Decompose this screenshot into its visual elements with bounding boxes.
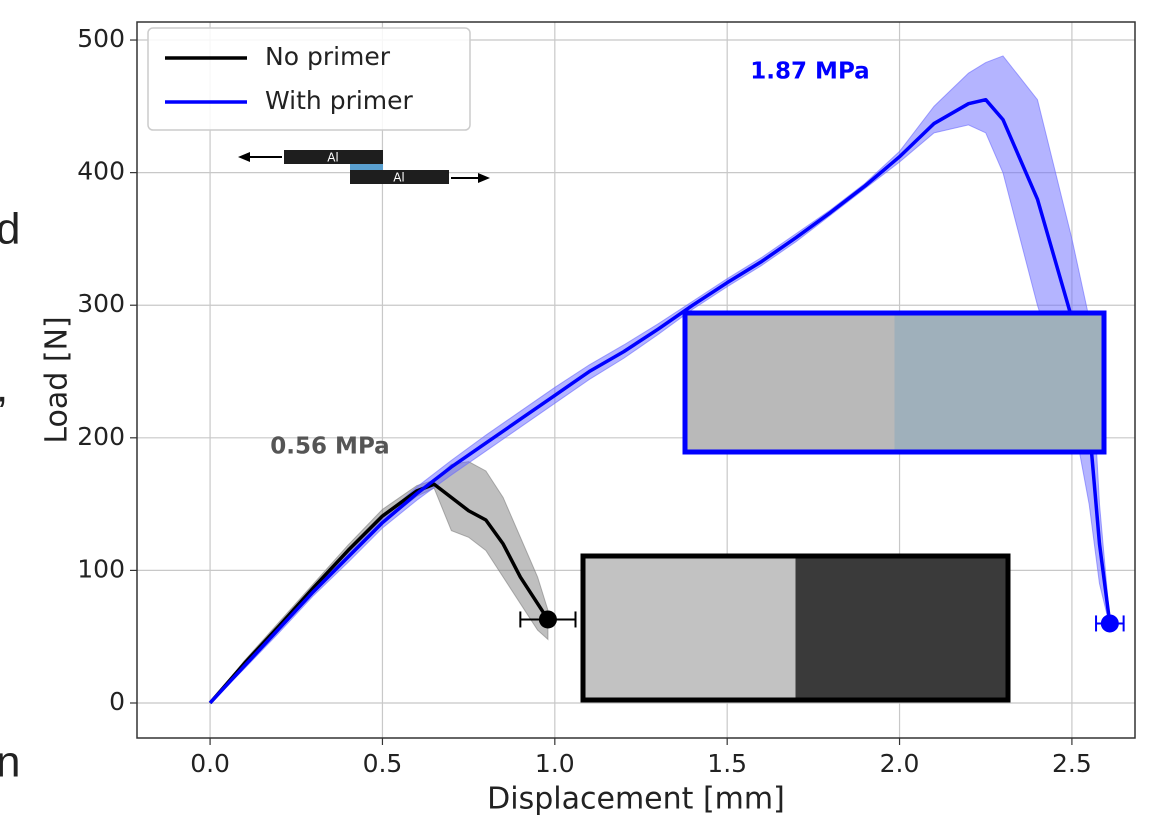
schematic-label: Al — [393, 171, 405, 185]
x-axis-label: Displacement [mm] — [487, 782, 785, 817]
y-axis-label: Load [N] — [40, 316, 75, 443]
y-tick-label: 0 — [109, 687, 125, 716]
clipped-text: , — [0, 363, 8, 412]
schematic-label: Al — [327, 151, 339, 165]
annotation: 1.87 MPa — [750, 59, 869, 85]
inset-photo-right — [795, 556, 1008, 700]
y-tick-label: 200 — [77, 422, 125, 451]
error-band — [209, 461, 549, 704]
y-tick-label: 500 — [77, 24, 125, 53]
schematic-arrowhead — [478, 173, 490, 183]
schematic-arrowhead — [238, 152, 250, 162]
end-point — [1100, 614, 1119, 633]
legend-label: No primer — [265, 42, 391, 71]
schematic-plate — [350, 170, 449, 184]
y-tick-label: 400 — [77, 157, 125, 186]
x-tick-label: 0.5 — [363, 749, 403, 778]
legend-box — [147, 27, 471, 131]
inset-photo-left — [583, 556, 796, 700]
x-tick-label: 2.5 — [1052, 749, 1092, 778]
x-tick-label: 1.5 — [707, 749, 747, 778]
inset-frame — [682, 310, 1107, 455]
inset-frame — [580, 553, 1011, 703]
clipped-text: n — [0, 738, 20, 787]
legend-label: With primer — [265, 86, 414, 115]
annotation: 0.56 MPa — [270, 434, 389, 460]
plot-frame — [136, 21, 1136, 739]
data-line — [208, 482, 550, 705]
schematic-plate — [284, 150, 383, 164]
x-tick-label: 0.0 — [190, 749, 230, 778]
inset-photo-left — [685, 313, 895, 452]
y-tick-label: 300 — [77, 289, 125, 318]
x-tick-label: 1.0 — [535, 749, 575, 778]
x-tick-label: 2.0 — [880, 749, 920, 778]
inset-photo-right — [894, 313, 1104, 452]
data-line — [208, 97, 1112, 705]
clipped-text: d — [0, 205, 20, 254]
end-point — [538, 610, 557, 629]
y-tick-label: 100 — [77, 554, 125, 583]
